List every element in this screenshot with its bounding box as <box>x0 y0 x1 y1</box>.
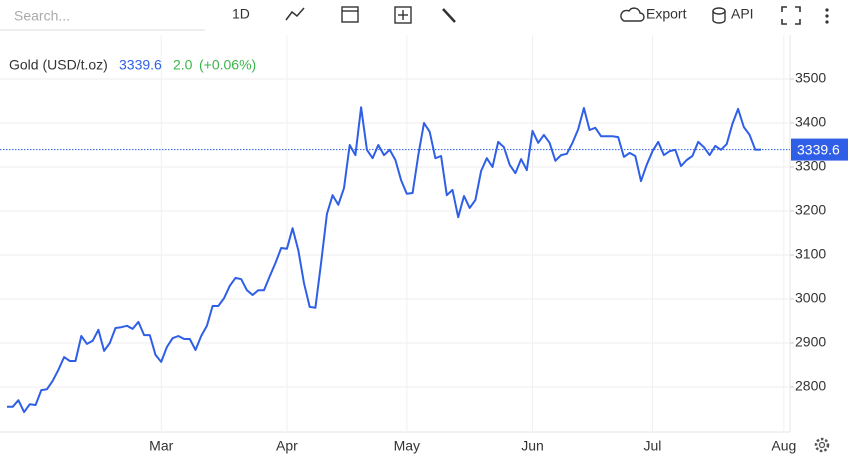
y-tick-label: 3200 <box>795 202 826 218</box>
header-change: 2.0 <box>173 57 193 73</box>
y-tick-label: 3100 <box>795 246 826 262</box>
x-tick-label: Jul <box>644 438 662 454</box>
last-price-tag <box>791 138 848 161</box>
instrument-name: Gold (USD/t.oz) <box>9 57 108 73</box>
x-tick-label: Apr <box>276 438 298 454</box>
chart-type-icon[interactable] <box>285 7 305 21</box>
x-tick-label: Mar <box>149 438 173 454</box>
api-button[interactable]: API <box>731 6 754 22</box>
search-input[interactable]: Search... <box>14 8 70 24</box>
export-icon[interactable] <box>620 7 645 22</box>
menu-icon[interactable] <box>825 8 829 24</box>
x-tick-label: Aug <box>771 438 796 454</box>
api-icon-body <box>712 11 726 24</box>
export-button[interactable]: Export <box>646 6 687 22</box>
y-tick-label: 3500 <box>795 70 826 86</box>
calendar-icon[interactable] <box>341 6 359 23</box>
gear-icon[interactable] <box>814 437 830 453</box>
header-price: 3339.6 <box>119 57 162 73</box>
y-tick-label: 3400 <box>795 114 826 130</box>
api-icon[interactable] <box>712 7 726 15</box>
x-tick-label: May <box>394 438 420 454</box>
grid <box>0 35 794 431</box>
y-tick-label: 3300 <box>795 158 826 174</box>
add-icon[interactable] <box>394 6 412 24</box>
settings-wrench-icon[interactable] <box>442 8 456 23</box>
x-tick-label: Jun <box>521 438 544 454</box>
price-line <box>7 106 762 414</box>
interval-button[interactable]: 1D <box>232 6 250 22</box>
plot <box>0 106 848 414</box>
y-tick-label: 3000 <box>795 290 826 306</box>
y-tick-label: 2800 <box>795 378 826 394</box>
last-price-label: 3339.6 <box>797 141 840 157</box>
fullscreen-icon[interactable] <box>781 6 801 25</box>
y-tick-label: 2900 <box>795 334 826 350</box>
header-change-pct: (+0.06%) <box>199 57 256 73</box>
